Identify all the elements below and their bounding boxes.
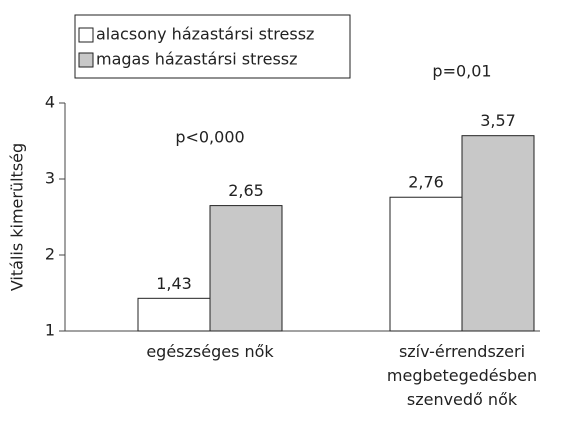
legend-label: alacsony házastársi stressz — [96, 25, 314, 44]
value-label: 3,57 — [480, 111, 516, 130]
annotation: p=0,01 — [432, 62, 491, 81]
y-tick-label: 4 — [45, 93, 55, 112]
legend-swatch — [78, 52, 94, 68]
y-tick-label: 2 — [45, 245, 55, 264]
value-label: 1,43 — [156, 274, 192, 293]
annotation: p<0,000 — [175, 128, 244, 147]
bar — [461, 135, 535, 332]
legend-label: magas házastársi stressz — [96, 50, 298, 69]
value-label: 2,65 — [228, 181, 264, 200]
legend-box — [74, 14, 351, 79]
x-tick-label: szív-érrendszeri megbetegedésben szenved… — [386, 342, 538, 409]
y-tick-label: 3 — [45, 169, 55, 188]
legend-swatch — [78, 27, 94, 43]
value-label: 2,76 — [408, 173, 444, 192]
y-axis-label: Vitális kimerültség — [8, 143, 27, 291]
y-tick-label: 1 — [45, 321, 55, 340]
bar — [209, 205, 283, 332]
bar — [137, 297, 211, 332]
bar — [389, 196, 463, 332]
x-tick-label: egészséges nők — [146, 342, 274, 361]
